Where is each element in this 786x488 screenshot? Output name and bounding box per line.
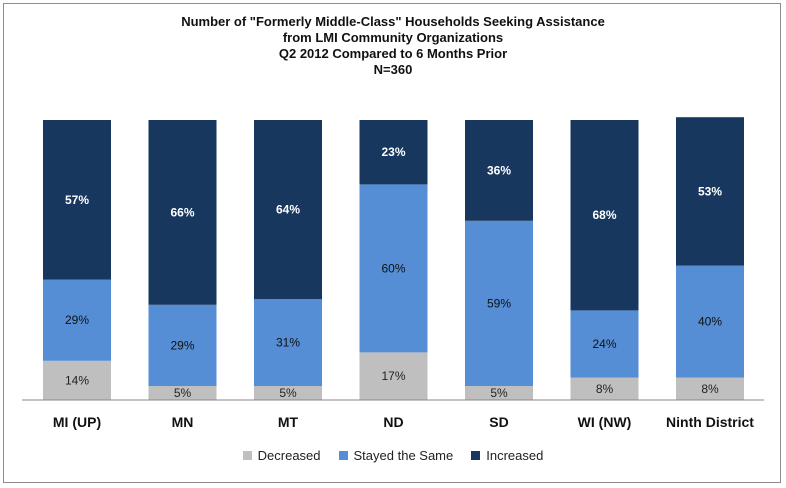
- bar-segment-increased: [359, 120, 428, 185]
- legend-item-increased: Increased: [471, 448, 543, 463]
- data-label: 17%: [381, 369, 405, 383]
- data-label: 23%: [381, 145, 405, 159]
- legend-swatch-decreased: [242, 451, 252, 460]
- bar-segment-decreased: [148, 386, 217, 400]
- data-label: 29%: [170, 338, 194, 352]
- data-label: 59%: [487, 296, 511, 310]
- bar-segment-stayed-the-same: [254, 299, 322, 386]
- bar-segment-stayed-the-same: [359, 184, 428, 353]
- x-axis-labels: MI (UP) MN MT ND SD WI (NW) Ninth District: [53, 414, 754, 430]
- data-label: 8%: [596, 382, 614, 396]
- data-label: 8%: [701, 382, 719, 396]
- data-label: 24%: [592, 337, 616, 351]
- legend-swatch-stayed-the-same: [338, 451, 348, 460]
- legend: Decreased Stayed the Same Increased: [0, 448, 786, 463]
- bar-segment-decreased: [570, 377, 639, 400]
- bar-segment-stayed-the-same: [570, 310, 639, 378]
- data-label: 5%: [174, 386, 192, 400]
- legend-label-decreased: Decreased: [257, 448, 321, 463]
- bar-segment-increased: [254, 120, 322, 300]
- data-label: 5%: [279, 386, 297, 400]
- bar-segment-decreased: [254, 386, 322, 400]
- bar-segment-stayed-the-same: [43, 279, 111, 361]
- legend-item-decreased: Decreased: [242, 448, 321, 463]
- data-label: 68%: [592, 208, 616, 222]
- data-label: 5%: [490, 386, 508, 400]
- data-label: 60%: [381, 261, 405, 275]
- data-label: 29%: [65, 313, 89, 327]
- chart-title: Number of "Formerly Middle-Class" Househ…: [0, 14, 786, 78]
- chart-title-line-2: from LMI Community Organizations: [282, 30, 504, 45]
- x-tick-label: ND: [383, 414, 403, 430]
- bar-segment-decreased: [465, 386, 533, 400]
- bar-segment-stayed-the-same: [148, 304, 217, 386]
- bar-segment-increased: [465, 120, 533, 221]
- x-tick-label: WI (NW): [578, 414, 632, 430]
- x-tick-label: MT: [278, 414, 299, 430]
- bar-segment-stayed-the-same: [676, 265, 744, 378]
- legend-label-stayed-the-same: Stayed the Same: [353, 448, 454, 463]
- x-tick-label: SD: [489, 414, 508, 430]
- bar-segment-increased: [148, 120, 217, 305]
- data-label: 31%: [276, 336, 300, 350]
- bar-segment-stayed-the-same: [465, 220, 533, 386]
- data-label: 36%: [487, 163, 511, 177]
- bar-segment-decreased: [359, 352, 428, 400]
- data-label: 40%: [698, 315, 722, 329]
- bar-segment-decreased: [43, 360, 111, 400]
- bar-segment-increased: [570, 120, 639, 311]
- x-tick-label: MN: [172, 414, 194, 430]
- bar-segment-increased: [676, 117, 744, 266]
- chart-title-line-4: N=360: [373, 62, 413, 77]
- data-label: 57%: [65, 193, 89, 207]
- x-tick-label: Ninth District: [666, 414, 754, 430]
- data-label: 53%: [698, 184, 722, 198]
- bar-segment-decreased: [676, 377, 744, 400]
- data-label: 66%: [170, 205, 194, 219]
- bar-segment-increased: [43, 120, 111, 280]
- legend-swatch-increased: [471, 451, 481, 460]
- bar-group: 14% 29% 57% 5% 29% 66% 5% 31% 64% 17% 60% 23% 5% 59% 3…: [43, 117, 744, 400]
- legend-label-increased: Increased: [486, 448, 544, 463]
- legend-item-stayed-the-same: Stayed the Same: [338, 448, 454, 463]
- chart-title-line-1: Number of "Formerly Middle-Class" Househ…: [181, 14, 605, 29]
- x-tick-label: MI (UP): [53, 414, 101, 430]
- data-label: 14%: [65, 373, 89, 387]
- chart-title-line-3: Q2 2012 Compared to 6 Months Prior: [278, 46, 508, 61]
- data-label: 64%: [276, 203, 300, 217]
